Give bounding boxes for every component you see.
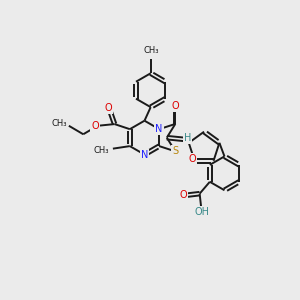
Text: CH₃: CH₃	[94, 146, 109, 155]
Text: O: O	[104, 103, 112, 113]
Text: O: O	[188, 154, 196, 164]
Text: H: H	[184, 133, 191, 143]
Text: O: O	[179, 190, 187, 200]
Text: O: O	[92, 121, 99, 131]
Text: CH₃: CH₃	[51, 119, 67, 128]
Text: CH₃: CH₃	[144, 46, 159, 55]
Text: S: S	[172, 146, 178, 156]
Text: OH: OH	[195, 207, 210, 217]
Text: N: N	[155, 124, 163, 134]
Text: N: N	[141, 150, 148, 160]
Text: O: O	[172, 100, 179, 110]
